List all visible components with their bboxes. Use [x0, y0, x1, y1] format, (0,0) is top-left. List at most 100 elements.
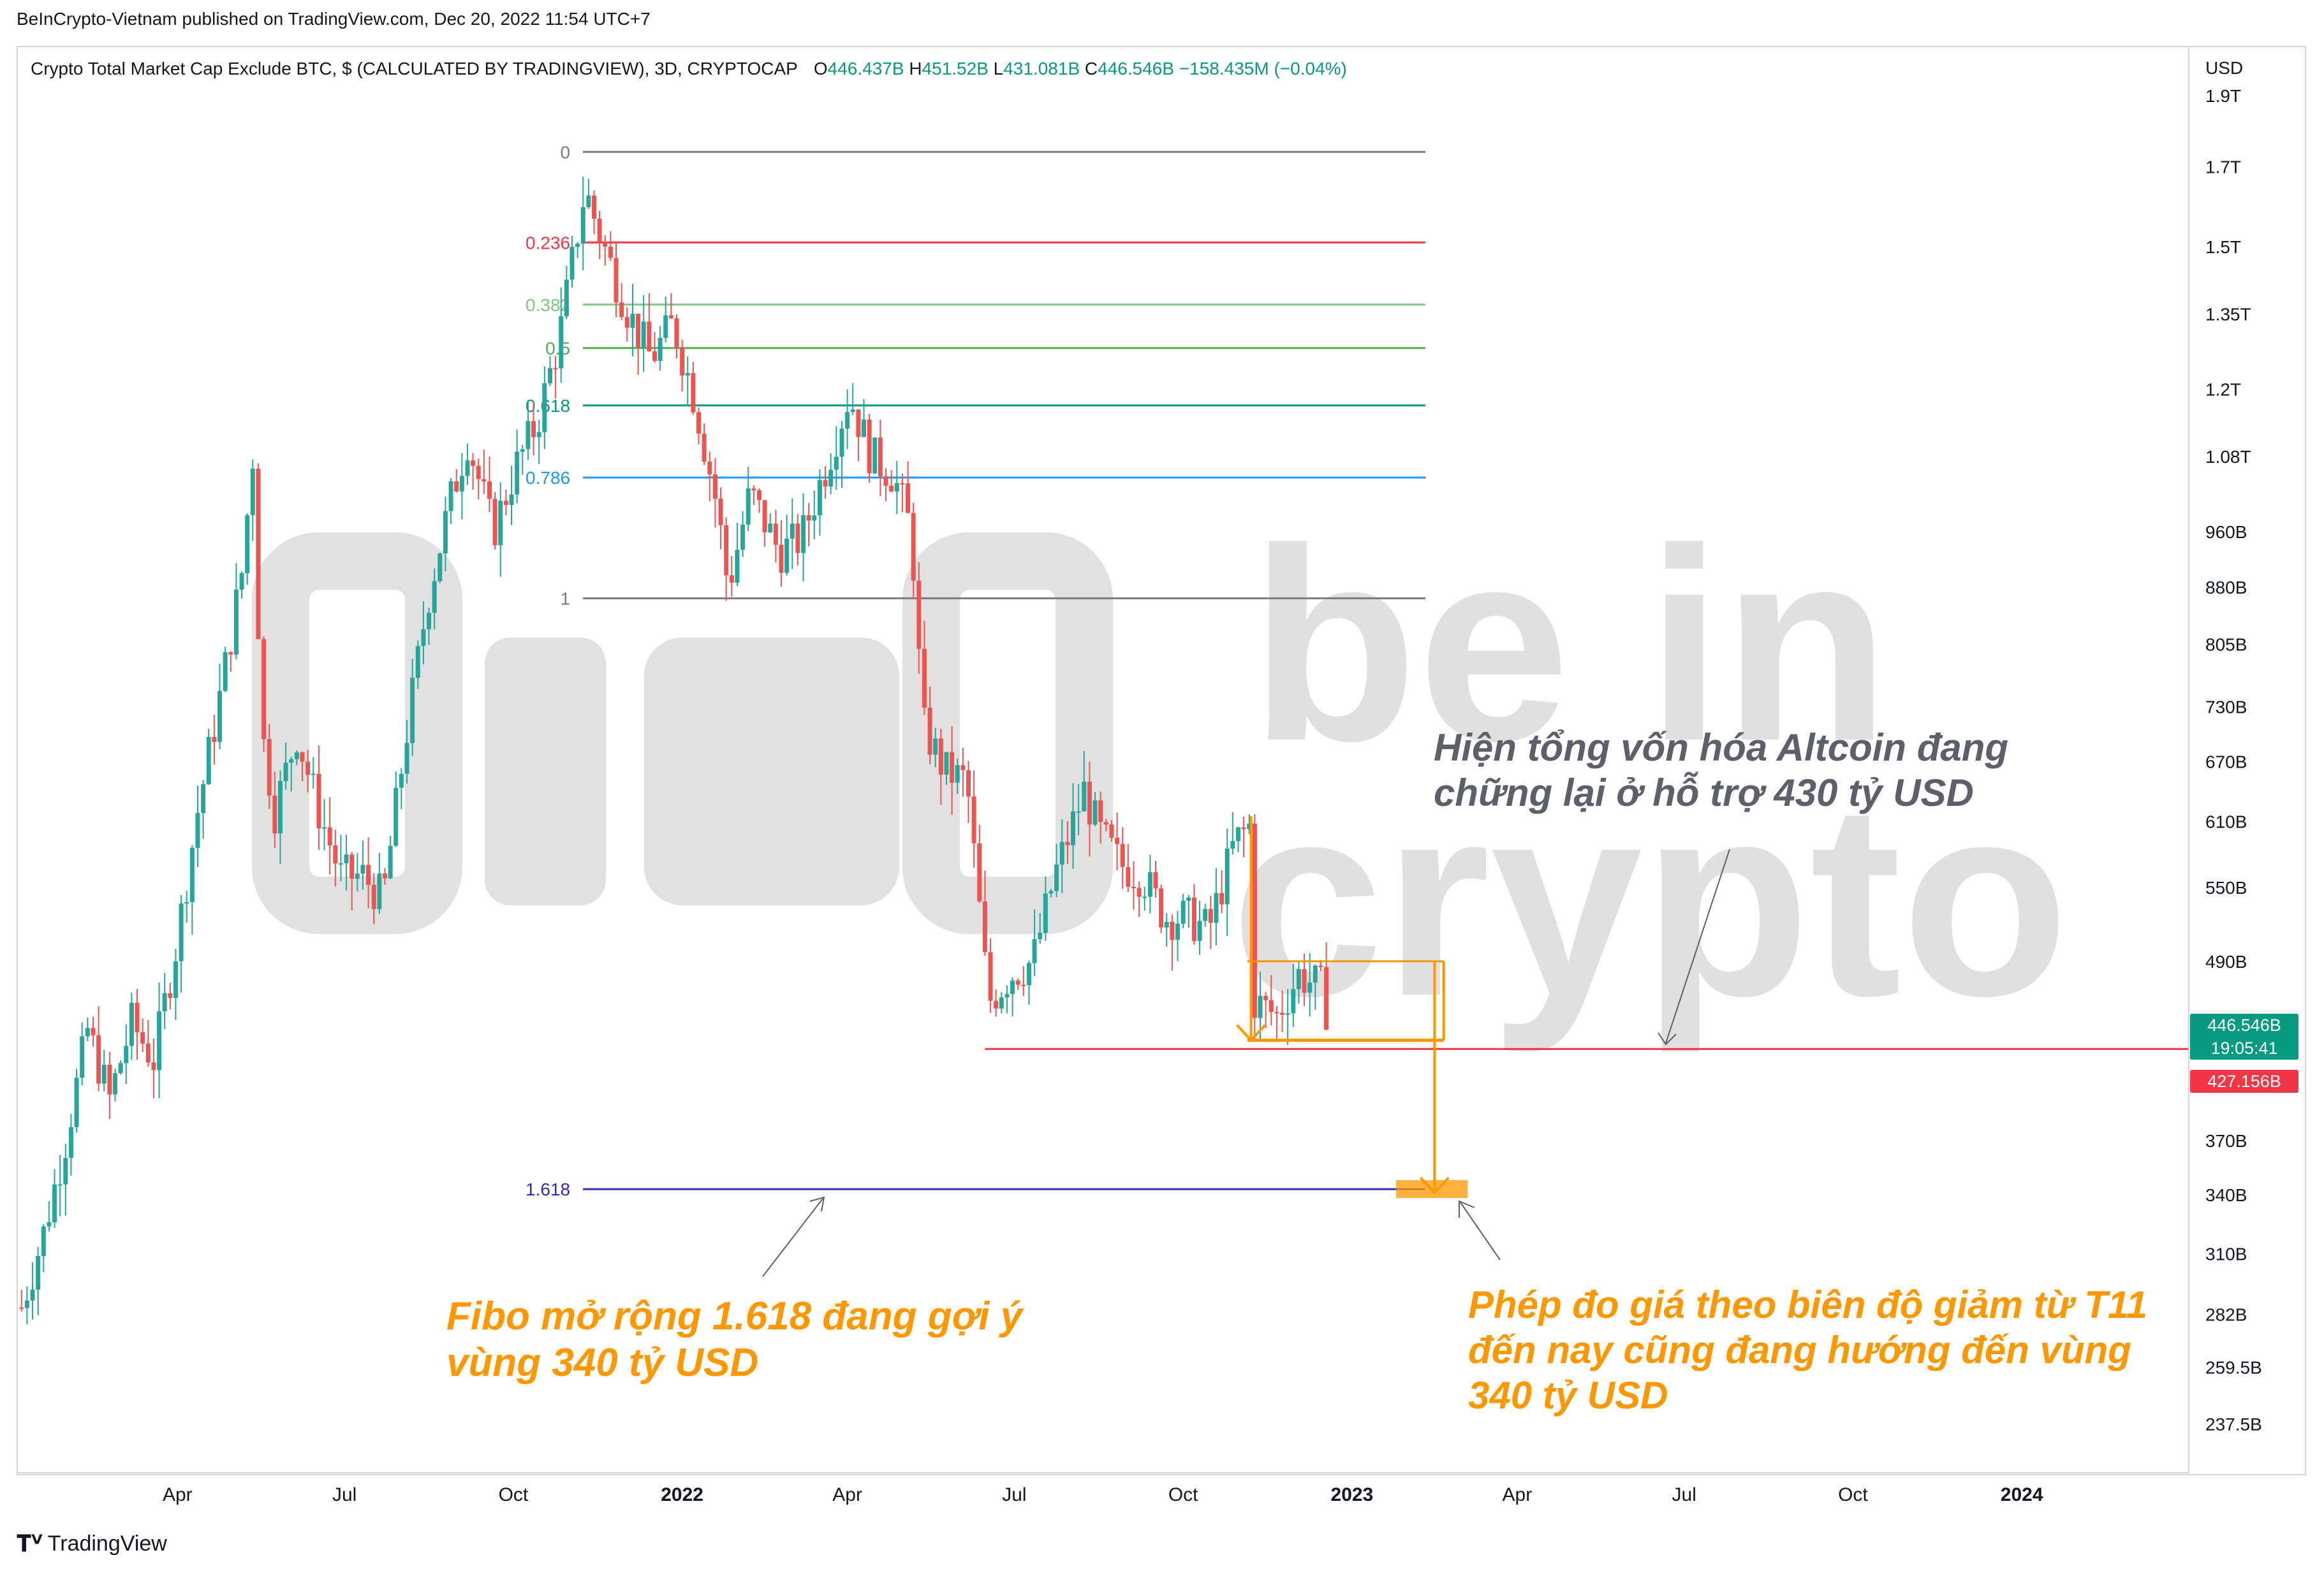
candle-body [371, 884, 376, 909]
fib-level-label: 1 [561, 588, 571, 608]
measured-move [762, 816, 2189, 1277]
candle-body [239, 573, 244, 590]
open-label: O [813, 59, 828, 78]
candle-body [1021, 984, 1026, 986]
candle-body [812, 515, 817, 521]
x-tick-label: Oct [1838, 1484, 1868, 1505]
candle-body [118, 1063, 123, 1074]
candle-body [1109, 824, 1114, 838]
candle-body [63, 1158, 68, 1185]
candle-body [751, 488, 756, 490]
x-axis: Apr Jul Oct 2022 Apr Jul Oct 2023 Apr Jul Oct 2024 [18, 1472, 2189, 1505]
candle-body [173, 961, 178, 998]
candle-body [1269, 1000, 1274, 1012]
candle-body [712, 474, 717, 499]
y-tick-label: 1.08T [2205, 447, 2251, 467]
candle-body [140, 1032, 145, 1044]
candle-body [845, 412, 850, 429]
candle-body [960, 765, 966, 770]
candle-body [47, 1222, 52, 1227]
fibonacci-levels: 0 0.236 0.382 0.5 0.618 0.786 1 1.618 [526, 142, 1425, 1199]
candle-body [145, 1043, 151, 1063]
candle-body [338, 863, 343, 865]
candle-body [674, 318, 679, 348]
candle-body [91, 1028, 96, 1035]
candle-body [520, 449, 525, 452]
candle-body [57, 1184, 63, 1186]
candle-body [966, 770, 971, 797]
candle-body [619, 302, 624, 318]
candle-body [1038, 933, 1043, 940]
candle-body [850, 409, 855, 413]
candle-body [162, 993, 167, 1012]
candle-body [1071, 811, 1076, 845]
y-axis: USD 1.9T 1.7T 1.5T 1.35T 1.2T 1.08T 960B 880B 805… [2188, 47, 2262, 1473]
candle-body [432, 581, 437, 613]
candle-body [1235, 827, 1240, 842]
y-tick-label: 259.5B [2205, 1358, 2262, 1378]
candle-body [575, 244, 580, 247]
candle-body [1159, 888, 1164, 928]
candle-body [570, 247, 575, 280]
y-tick-label: 805B [2205, 634, 2247, 654]
target-zone [1395, 1180, 1468, 1199]
candle-body [971, 796, 976, 844]
candle-body [399, 773, 404, 788]
candle-body [184, 902, 189, 904]
candle-body [691, 373, 696, 413]
candle-body [1225, 848, 1230, 905]
candle-body [1098, 800, 1103, 822]
candle-body [542, 383, 547, 432]
candle-body [768, 523, 773, 532]
candles [19, 177, 1329, 1325]
candle-body [1203, 909, 1208, 921]
bar-countdown: 19:05:41 [2210, 1039, 2278, 1058]
candle-body [729, 575, 734, 583]
candle-body [355, 873, 360, 879]
candle-body [1318, 965, 1323, 967]
candle-body [1120, 844, 1125, 867]
candle-body [476, 465, 481, 479]
candle-body [36, 1255, 41, 1290]
candle-body [201, 784, 206, 814]
candle-body [311, 773, 316, 775]
candle-body [1147, 872, 1152, 897]
candle-body [592, 195, 597, 219]
candle-body [680, 347, 685, 376]
x-tick-label: Jul [1002, 1484, 1026, 1505]
pointer-support-head [1658, 1032, 1677, 1046]
candle-body [68, 1127, 73, 1158]
candle-body [267, 739, 272, 796]
candle-body [151, 1062, 156, 1070]
candle-body [685, 373, 690, 376]
candle-body [977, 843, 982, 902]
candle-body [487, 481, 492, 499]
y-tick-label: 960B [2205, 522, 2247, 542]
candle-body [1026, 963, 1031, 986]
candle-body [608, 246, 613, 258]
candle-body [206, 737, 211, 784]
candle-body [872, 437, 878, 474]
watermark-line2: crypto [1231, 747, 2069, 1055]
candle-body [454, 481, 459, 492]
candle-body [1191, 897, 1196, 941]
candle-body [944, 752, 949, 775]
candle-body [96, 1035, 101, 1084]
candle-body [735, 550, 740, 583]
candle-body [658, 337, 663, 362]
y-tick-label: 370B [2205, 1131, 2247, 1151]
candle-body [916, 580, 922, 649]
candle-body [938, 738, 943, 775]
candle-body [333, 845, 338, 864]
x-tick-label: Oct [499, 1484, 529, 1505]
watermark-logo-bar2 [644, 638, 899, 905]
y-tick-label: 670B [2205, 752, 2247, 771]
candle-body [322, 827, 327, 829]
candle-body [382, 873, 387, 879]
candle-body [724, 525, 729, 576]
candle-body [559, 316, 564, 369]
tradingview-logo[interactable]: 𝐓ⱽ TradingView [17, 1530, 167, 1558]
candle-body [1170, 921, 1175, 940]
candle-body [580, 207, 585, 244]
